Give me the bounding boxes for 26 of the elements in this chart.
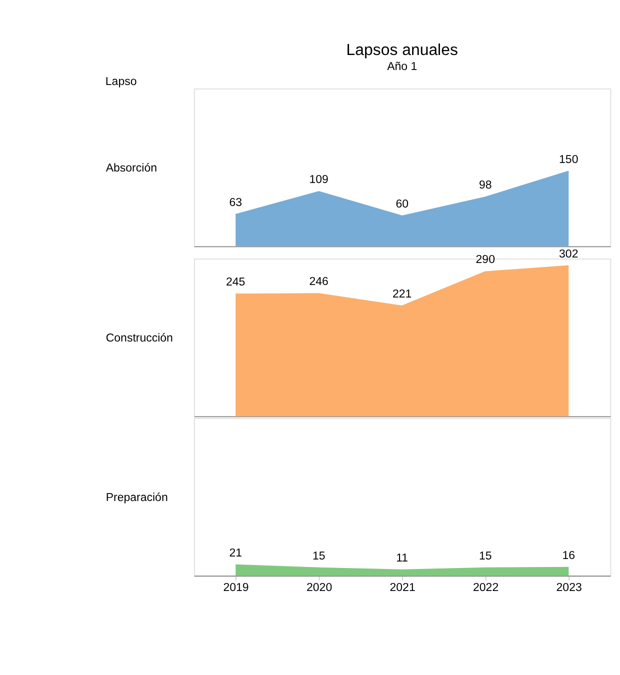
data-label: 15: [312, 550, 326, 562]
data-label: 150: [559, 154, 578, 166]
y-axis-title: Absorción: [106, 162, 157, 174]
data-label: 302: [559, 248, 578, 260]
data-label: 246: [309, 276, 328, 288]
data-label: 21: [229, 547, 242, 560]
x-tick-label: 2022: [473, 582, 499, 594]
data-label: 63: [229, 197, 242, 210]
text: Lapso: [105, 76, 137, 88]
data-label: 221: [392, 288, 412, 301]
x-tick-label: 2021: [390, 582, 416, 594]
x-tick-label: 2019: [223, 582, 249, 594]
y-axis-title: Preparación: [106, 492, 168, 504]
data-label: 11: [396, 552, 408, 564]
data-label: 15: [478, 550, 492, 562]
data-label: 16: [562, 550, 576, 562]
y-axis-title: Construcción: [106, 332, 173, 344]
data-label: 290: [476, 254, 495, 266]
x-tick-label: 2020: [306, 582, 332, 594]
chart-subtitle: Año 1: [387, 60, 418, 73]
data-label: 98: [478, 180, 492, 192]
data-label: 109: [309, 174, 328, 186]
data-label: 245: [226, 276, 246, 289]
chart-title: Lapsos anuales: [346, 42, 458, 59]
x-tick-label: 2023: [556, 582, 582, 594]
data-label: 60: [396, 198, 409, 211]
